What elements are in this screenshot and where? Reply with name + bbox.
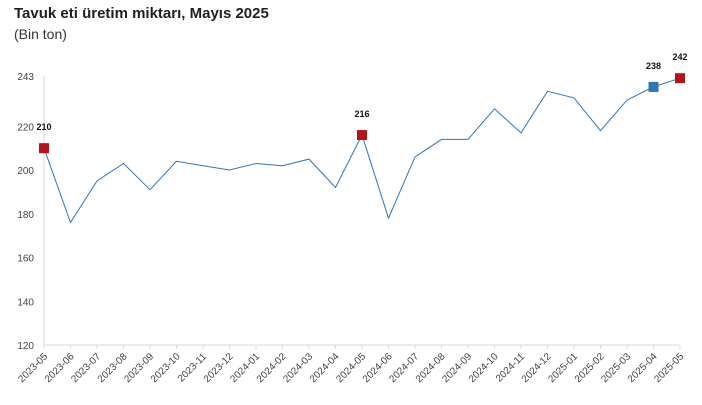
data-label: 242 xyxy=(672,52,687,62)
series-line xyxy=(43,77,681,224)
x-tick-label: 2025-05 xyxy=(652,351,686,385)
y-tick-label: 220 xyxy=(17,122,34,133)
y-tick-label: 200 xyxy=(17,166,34,177)
data-label: 216 xyxy=(354,109,369,119)
chart-subtitle: (Bin ton) xyxy=(14,26,67,42)
data-point-marker xyxy=(39,143,49,154)
data-point-marker xyxy=(675,73,685,84)
y-tick-label: 180 xyxy=(17,210,34,221)
data-label: 210 xyxy=(36,122,51,132)
data-point-marker xyxy=(648,81,659,92)
y-tick-label: 160 xyxy=(17,254,34,265)
data-point-marker xyxy=(357,130,367,141)
y-tick-label: 120 xyxy=(17,341,34,352)
chart-title: Tavuk eti üretim miktarı, Mayıs 2025 xyxy=(14,5,269,22)
y-tick-label: 243 xyxy=(17,72,34,83)
y-tick-label: 140 xyxy=(17,297,34,308)
data-label: 238 xyxy=(646,61,661,71)
